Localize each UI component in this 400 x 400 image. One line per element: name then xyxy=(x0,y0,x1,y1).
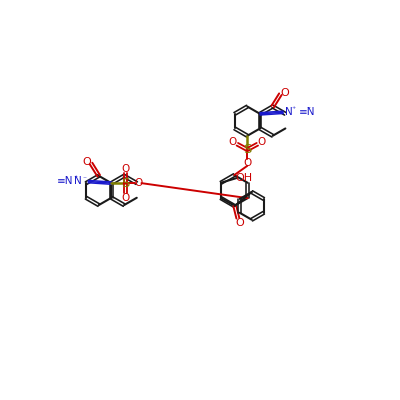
Text: O: O xyxy=(228,137,237,147)
Text: O: O xyxy=(134,178,142,188)
Text: ⁺: ⁺ xyxy=(74,174,78,183)
Text: S: S xyxy=(243,143,252,156)
Text: N: N xyxy=(74,176,82,186)
Text: ⁻: ⁻ xyxy=(306,105,310,114)
Text: ⁺: ⁺ xyxy=(291,105,295,114)
Text: O: O xyxy=(121,193,129,203)
Text: OH: OH xyxy=(236,173,252,183)
Text: O: O xyxy=(243,158,252,168)
Text: S: S xyxy=(121,177,130,190)
Text: ⁻: ⁻ xyxy=(83,174,87,183)
Text: O: O xyxy=(83,157,92,167)
Text: O: O xyxy=(235,218,244,228)
Text: ≡N: ≡N xyxy=(56,176,73,186)
Text: O: O xyxy=(121,164,129,174)
Text: O: O xyxy=(281,88,289,98)
Text: O: O xyxy=(258,137,266,147)
Text: N: N xyxy=(285,106,292,116)
Text: ≡N: ≡N xyxy=(298,106,315,116)
